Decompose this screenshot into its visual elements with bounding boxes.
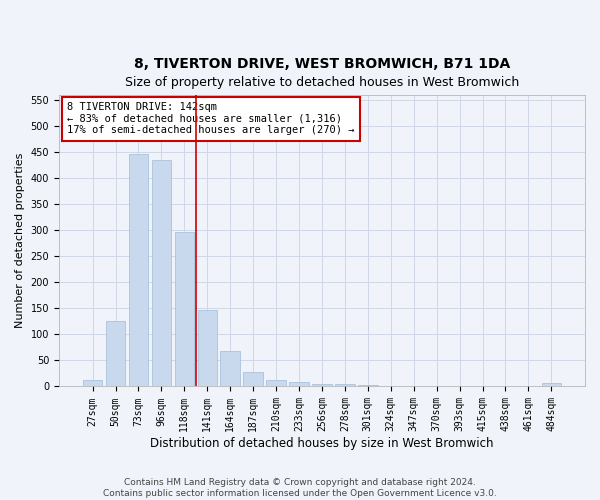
Bar [175,232,194,386]
Text: 8, TIVERTON DRIVE, WEST BROMWICH, B71 1DA: 8, TIVERTON DRIVE, WEST BROMWICH, B71 1D… [134,58,510,71]
Bar [335,384,355,386]
Bar [152,160,171,386]
Bar [83,380,103,386]
Bar [542,384,561,386]
Bar [244,372,263,386]
Bar [289,382,309,386]
Text: 8 TIVERTON DRIVE: 142sqm
← 83% of detached houses are smaller (1,316)
17% of sem: 8 TIVERTON DRIVE: 142sqm ← 83% of detach… [67,102,354,136]
Y-axis label: Number of detached properties: Number of detached properties [15,153,25,328]
Text: Size of property relative to detached houses in West Bromwich: Size of property relative to detached ho… [125,76,519,89]
Bar [197,310,217,386]
Bar [220,351,240,386]
Bar [266,380,286,386]
Text: Contains HM Land Registry data © Crown copyright and database right 2024.
Contai: Contains HM Land Registry data © Crown c… [103,478,497,498]
Bar [128,154,148,386]
Bar [312,384,332,386]
Bar [106,321,125,386]
X-axis label: Distribution of detached houses by size in West Bromwich: Distribution of detached houses by size … [150,437,494,450]
